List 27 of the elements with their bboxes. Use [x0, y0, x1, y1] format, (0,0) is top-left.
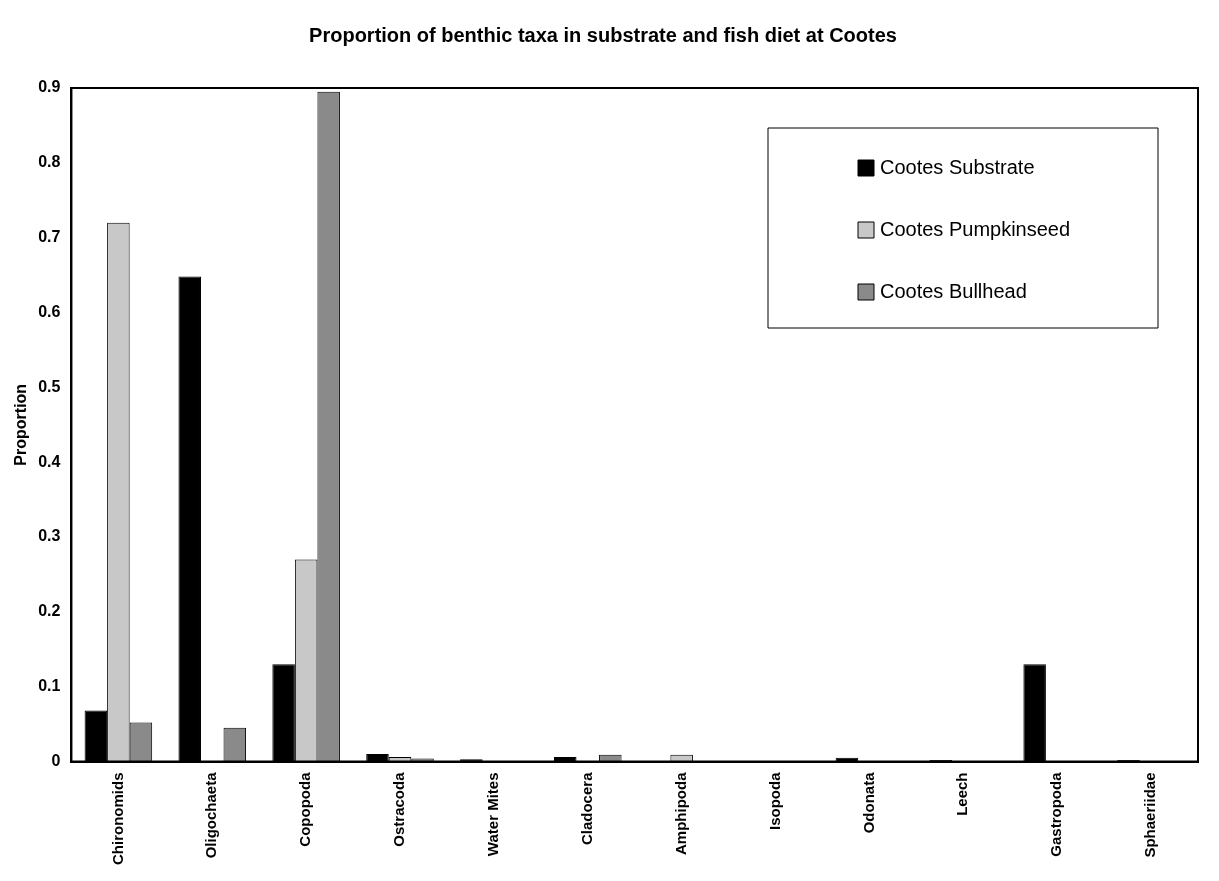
- x-tick-label: Copopoda: [296, 771, 314, 847]
- x-tick-label: Amphipoda: [671, 771, 689, 855]
- x-tick-label: Gastropoda: [1047, 771, 1065, 857]
- x-tick-label: Cladocera: [577, 771, 595, 846]
- y-tick-label: 0.1: [38, 677, 61, 695]
- y-tick-label: 0: [51, 751, 61, 769]
- x-tick-label: Ostracoda: [390, 771, 408, 847]
- y-axis-title: Proportion: [12, 383, 30, 466]
- y-tick-label: 0.6: [38, 302, 61, 320]
- y-tick-label: 0.4: [38, 452, 61, 470]
- x-tick-label: Water Mites: [484, 772, 502, 857]
- chart-title: Proportion of benthic taxa in substrate and fish diet at Cootes: [309, 23, 897, 46]
- legend-label: Cootes Pumpkinseed: [880, 217, 1071, 240]
- x-tick-label: Chironomids: [108, 772, 126, 865]
- x-tick-label: Sphaeriidae: [1141, 772, 1159, 858]
- legend-label: Cootes Bullhead: [880, 279, 1027, 302]
- y-tick-label: 0.9: [38, 78, 61, 96]
- x-tick-label: Odonata: [859, 771, 877, 834]
- x-tick-label: Oligochaeta: [202, 771, 220, 859]
- y-tick-label: 0.3: [38, 527, 61, 545]
- x-tick-label: Isopoda: [765, 771, 783, 831]
- legend-label: Cootes Substrate: [880, 155, 1035, 178]
- y-tick-label: 0.8: [38, 153, 61, 171]
- y-tick-label: 0.5: [38, 377, 61, 395]
- x-tick-label: Leech: [953, 772, 971, 816]
- y-tick-label: 0.7: [38, 228, 61, 246]
- y-tick-label: 0.2: [38, 602, 61, 620]
